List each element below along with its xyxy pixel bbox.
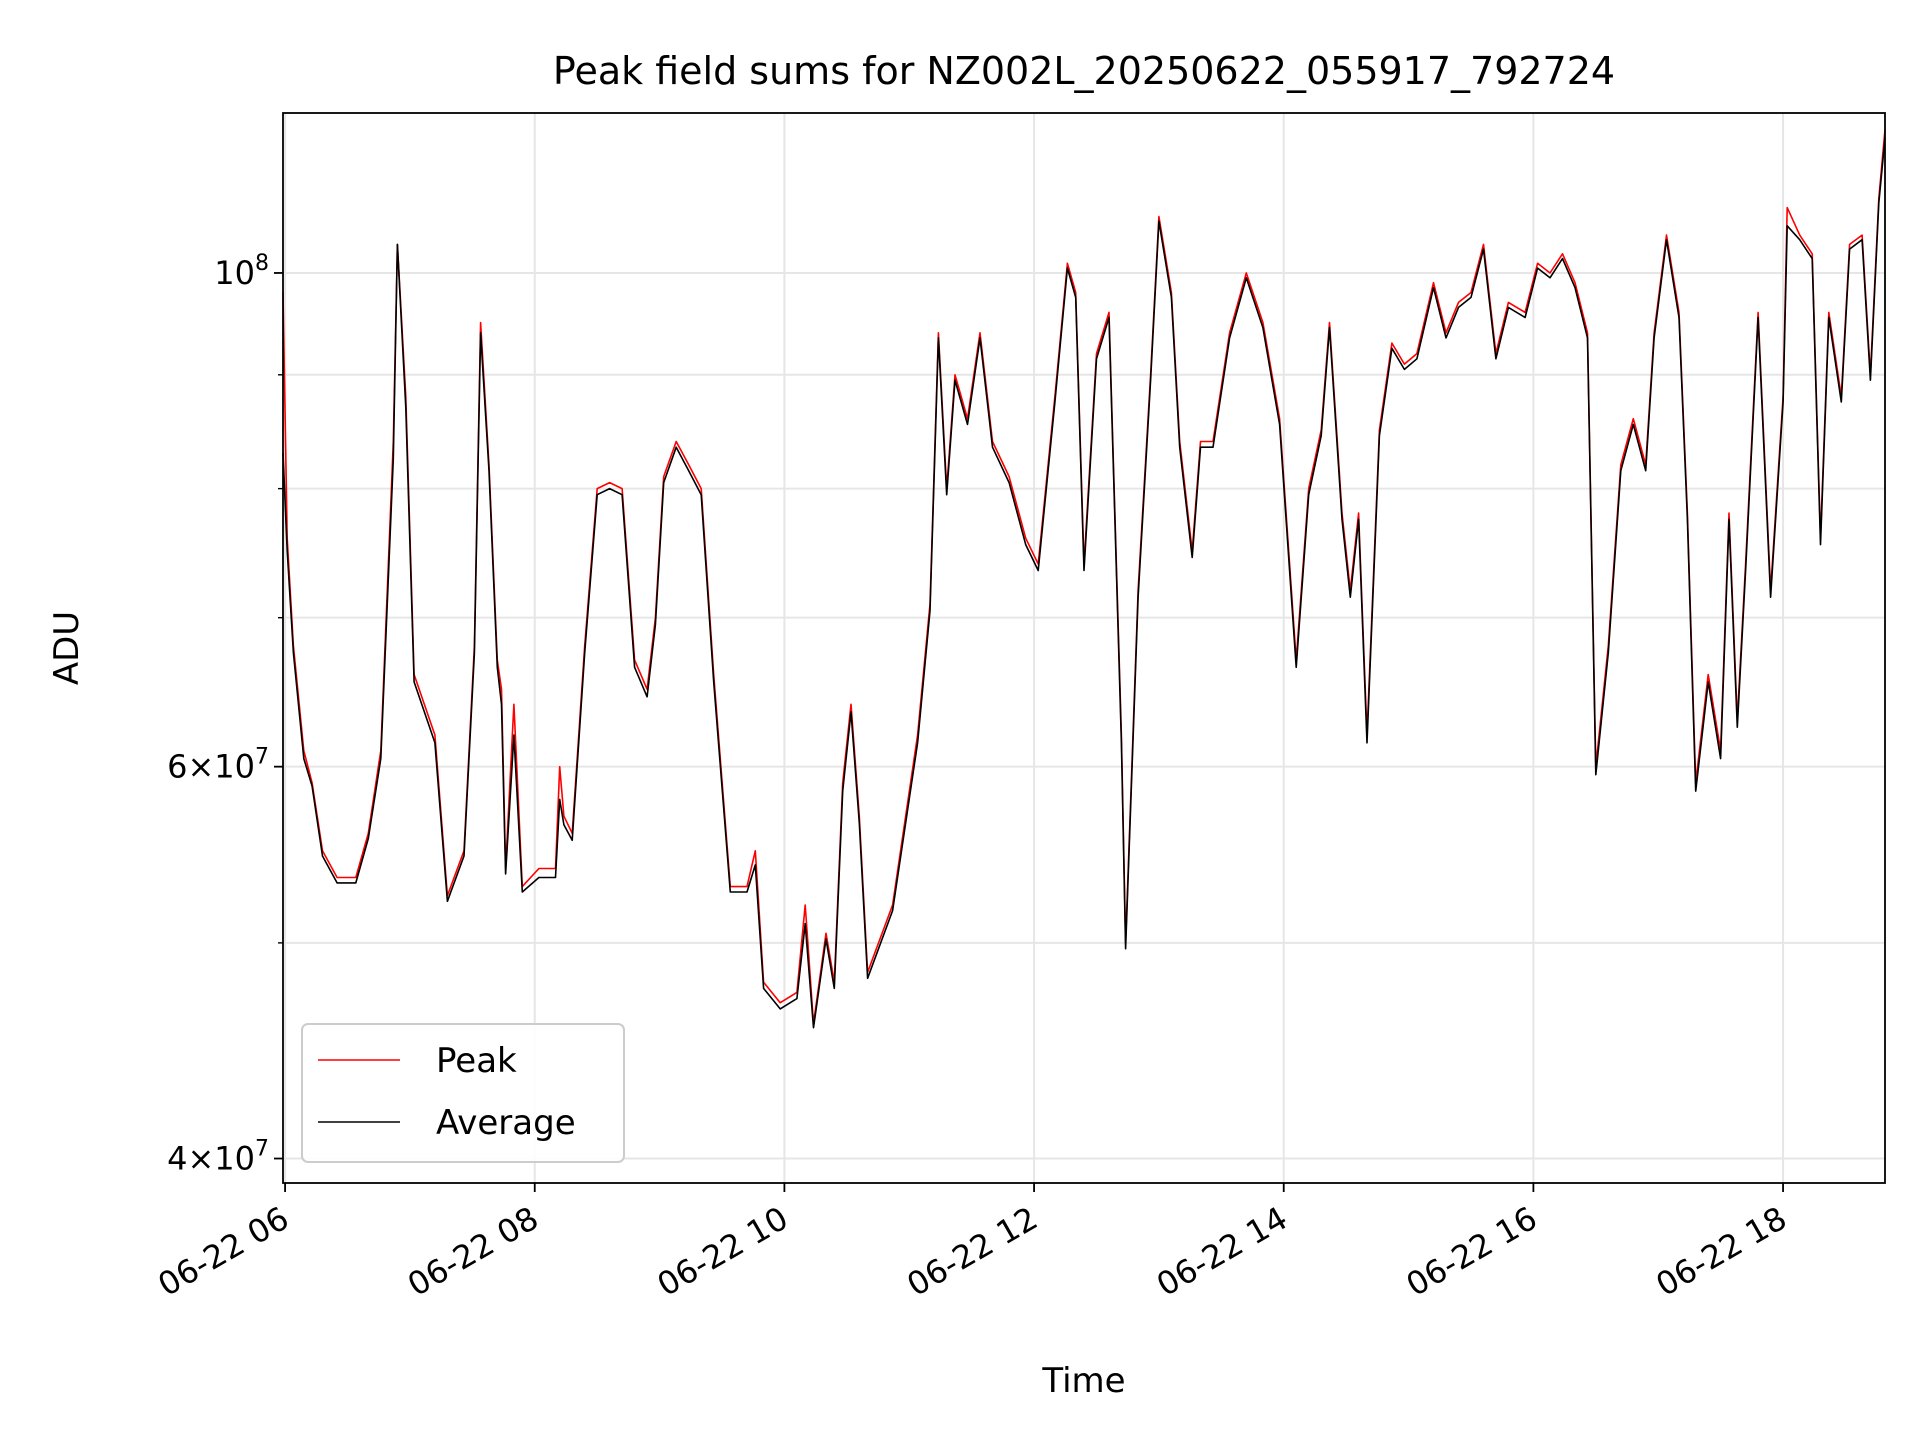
series-lines xyxy=(282,129,1886,1029)
series-line-average xyxy=(282,137,1886,1029)
y-axis: 4×107 6×107 108 xyxy=(167,251,283,1178)
x-axis-label: Time xyxy=(1041,1361,1125,1401)
legend-label-average: Average xyxy=(436,1103,576,1143)
y-tick-label: 4×107 xyxy=(167,1137,269,1178)
legend-box xyxy=(301,1023,625,1163)
y-tick-label: 6×107 xyxy=(167,745,269,786)
legend-label-peak: Peak xyxy=(436,1041,517,1081)
legend: Peak Average xyxy=(301,1023,625,1163)
plot-frame xyxy=(282,112,1886,1184)
y-tick-label: 108 xyxy=(214,251,269,292)
chart-title: Peak field sums for NZ002L_20250622_0559… xyxy=(553,49,1615,93)
y-axis-label: ADU xyxy=(47,611,87,685)
